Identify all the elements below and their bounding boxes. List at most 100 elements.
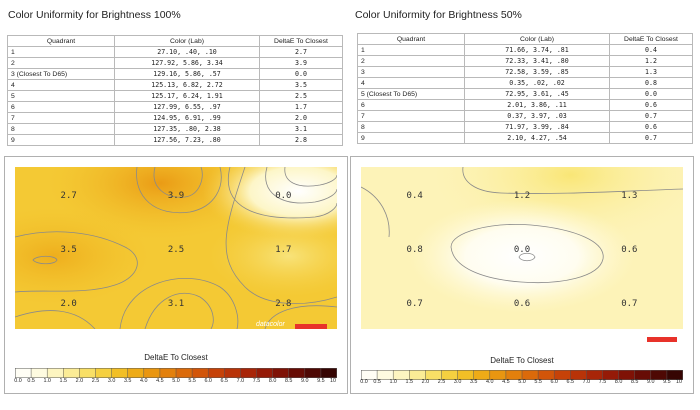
table-row: 4 125.13, 6.82, 2.72 3.5 [7, 79, 343, 91]
quadrant-cell: 1 [357, 44, 465, 56]
table-row: 5 (Closest To D65) 72.95, 3.61, .45 0.0 [357, 88, 693, 100]
colorbar-tick-label: 6.5 [566, 379, 575, 385]
quadrant-cell: 9 [7, 134, 115, 146]
colorbar-segment [79, 368, 96, 378]
colorbar-tick-label: 5.0 [172, 378, 180, 384]
deltae-cell: 3.5 [259, 79, 343, 91]
colorbar-tick-label: 4.5 [156, 378, 164, 384]
colorbar-segment [63, 368, 80, 378]
table-row: 9 2.10, 4.27, .54 0.7 [357, 132, 693, 144]
lab-cell: 72.58, 3.59, .85 [464, 66, 610, 78]
colorbar-tick-label: 8.5 [630, 379, 639, 385]
colorbar-tick-label: 10 [676, 379, 682, 385]
table-row: 6 127.99, 6.55, .97 1.7 [7, 101, 343, 113]
colorbar-svg [360, 370, 684, 380]
colorbar-tick-label: 0.0 [360, 379, 368, 385]
quadrant-cell: 2 [357, 55, 465, 67]
cell-value-r3-c3: 2.8 [275, 299, 292, 309]
cell-value-r1-c3: 0.0 [275, 191, 292, 201]
lab-cell: 2.10, 4.27, .54 [464, 132, 610, 144]
header-color-lab: Color (Lab) [114, 35, 260, 47]
contour-lines-left [15, 167, 337, 329]
deltae-cell: 1.7 [259, 101, 343, 113]
colorbar-segment [304, 368, 322, 378]
colorbar-segment [272, 368, 290, 378]
quadrant-cell: 4 [357, 77, 465, 89]
colorbar-segment [208, 368, 225, 378]
cell-value-r3-c2: 0.6 [513, 299, 531, 309]
cell-value-r3-c2: 3.1 [167, 299, 185, 309]
colorbar-segment [473, 370, 491, 380]
colorbar-segment [554, 370, 571, 380]
quadrant-cell: 3 [357, 66, 465, 78]
table-row: 3 (Closest To D65) 129.16, 5.86, .57 0.0 [7, 68, 343, 80]
colorbar-segment [393, 370, 410, 380]
quadrant-cell: 9 [357, 132, 465, 144]
colorbar-tick-label: 6.5 [220, 378, 229, 384]
colorbar-segment [361, 370, 378, 380]
colorbar-svg [14, 368, 338, 378]
colorbar-segment [457, 370, 475, 380]
colorbar-segment [586, 370, 603, 380]
cell-value-r3-c1: 2.0 [60, 299, 77, 309]
colorbar-title-right: DeltaE To Closest [490, 356, 554, 365]
colorbar-segment [377, 370, 394, 380]
colorbar-ticks-left: 0.0 0.5 1.0 1.5 2.0 2.5 3.0 3.5 4.0 4.5 5.0 5.5 6.0 6… [14, 378, 337, 386]
colorbar-segment [143, 368, 161, 378]
contour-lines-right [361, 167, 683, 283]
cell-value-r1-c2: 1.2 [513, 191, 531, 201]
colorbar-segment [95, 368, 113, 378]
colorbar-tick-label: 0.5 [373, 379, 381, 385]
deltae-cell: 0.4 [609, 44, 693, 56]
cell-value-r2-c2: 0.0 [513, 245, 531, 255]
lab-cell: 0.35, .02, .02 [464, 77, 610, 89]
colorbar-tick-label: 5.5 [534, 379, 542, 385]
colorbar-segment [650, 370, 668, 380]
deltae-cell: 2.5 [259, 90, 343, 102]
colorbar-segment [31, 368, 48, 378]
logo-bar-left [295, 324, 327, 329]
deltae-cell: 2.0 [259, 112, 343, 124]
colorbar-segment [256, 368, 274, 378]
colorbar-segment [602, 370, 620, 380]
deltae-cell: 3.9 [259, 57, 343, 69]
colorbar-tick-label: 3.0 [453, 379, 462, 385]
table-row: 6 2.01, 3.86, .11 0.6 [357, 99, 693, 111]
colorbar-tick-label: 4.0 [140, 378, 148, 384]
colorbar-tick-label: 8.0 [268, 378, 277, 384]
heatmap-frame-left: 2.7 3.9 0.0 3.5 2.5 1.7 2.0 3.1 2.8 datacolor De… [4, 156, 348, 394]
cell-value-r3-c1: 0.7 [406, 299, 423, 309]
quadrant-cell: 7 [7, 112, 115, 124]
lab-cell: 127.56, 7.23, .80 [114, 134, 260, 146]
cell-value-r2-c2: 2.5 [167, 245, 185, 255]
colorbar-tick-label: 8.5 [284, 378, 293, 384]
quadrant-cell: 1 [7, 46, 115, 58]
lab-cell: 124.95, 6.91, .99 [114, 112, 260, 124]
heatmap-frame-right: 0.4 1.2 1.3 0.8 0.0 0.6 0.7 0.6 0.7 datacolor De… [350, 156, 694, 394]
quadrant-cell: 8 [357, 121, 465, 133]
colorbar-tick-label: 0.5 [27, 378, 35, 384]
quadrant-cell: 7 [357, 110, 465, 122]
heatmap-left [15, 167, 337, 329]
deltae-cell: 0.7 [609, 110, 693, 122]
heatmap-right [361, 167, 683, 329]
colorbar-segment [618, 370, 636, 380]
cell-value-r1-c1: 0.4 [406, 191, 423, 201]
table-row: 1 27.10, .40, .10 2.7 [7, 46, 343, 58]
colorbar-segment [489, 370, 507, 380]
colorbar-segment [288, 368, 306, 378]
colorbar-segment [159, 368, 177, 378]
table-row: 2 72.33, 3.41, .80 1.2 [357, 55, 693, 67]
colorbar-tick-label: 6.0 [204, 378, 212, 384]
lab-table-left: Quadrant Color (Lab) DeltaE To Closest 1… [7, 35, 343, 146]
header-color-lab: Color (Lab) [464, 33, 610, 45]
quadrant-cell: 2 [7, 57, 115, 69]
quadrant-cell: 5 (Closest To D65) [357, 88, 465, 100]
lab-cell: 127.99, 6.55, .97 [114, 101, 260, 113]
colorbar-tick-label: 3.0 [107, 378, 116, 384]
lab-cell: 0.37, 3.97, .03 [464, 110, 610, 122]
lab-cell: 125.17, 6.24, 1.91 [114, 90, 260, 102]
colorbar-title-left: DeltaE To Closest [144, 353, 208, 362]
colorbar-tick-label: 0.0 [14, 378, 22, 384]
colorbar-tick-label: 4.5 [502, 379, 510, 385]
